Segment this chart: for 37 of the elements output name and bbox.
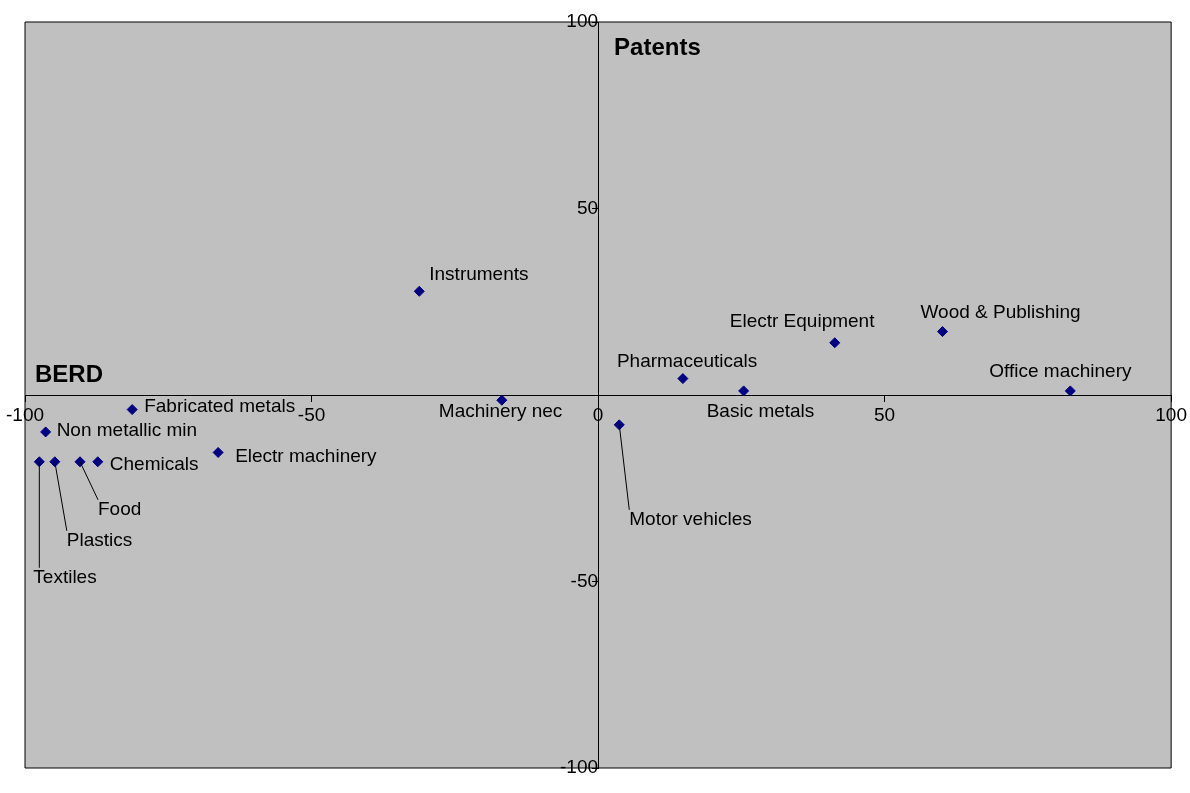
x-tick-label: -50 — [297, 403, 326, 425]
point — [33, 456, 45, 468]
point — [74, 456, 86, 468]
annotation: Textiles — [33, 566, 97, 587]
annotation: Instruments — [429, 262, 529, 284]
annotation: Fabricated metals — [144, 394, 296, 416]
point — [936, 326, 948, 338]
point — [40, 426, 52, 438]
y-tick-label: -100 — [560, 756, 599, 778]
point — [413, 285, 425, 297]
annotation: Electr machinery — [235, 444, 378, 466]
point — [738, 385, 750, 397]
annotation: Non metallic min — [56, 419, 198, 441]
point — [92, 456, 104, 468]
x-tick-label: 100 — [1155, 403, 1187, 425]
y-tick-label: -50 — [570, 569, 599, 591]
y-tick-label: 50 — [576, 196, 599, 218]
point — [677, 373, 689, 385]
annotation: Pharmaceuticals — [616, 349, 758, 371]
y-axis-title: Patents — [614, 32, 701, 60]
annotation: Plastics — [66, 529, 133, 550]
point — [829, 337, 841, 349]
point — [212, 446, 224, 458]
annotation: Motor vehicles — [629, 508, 752, 530]
annotation: Basic metals — [706, 400, 815, 422]
point — [126, 404, 138, 416]
annotation: Food — [98, 498, 142, 519]
point — [1064, 385, 1076, 397]
annotation: Wood & Publishing — [920, 300, 1081, 322]
x-tick-label: -100 — [5, 403, 45, 425]
annotation: Machinery nec — [438, 400, 563, 422]
annotation: Chemicals — [109, 453, 199, 474]
x-tick-label: 50 — [874, 403, 896, 425]
annotation: Office machinery — [989, 360, 1132, 382]
x-axis-title: BERD — [35, 359, 104, 387]
annotation: Electr Equipment — [729, 310, 876, 332]
point — [613, 419, 625, 431]
